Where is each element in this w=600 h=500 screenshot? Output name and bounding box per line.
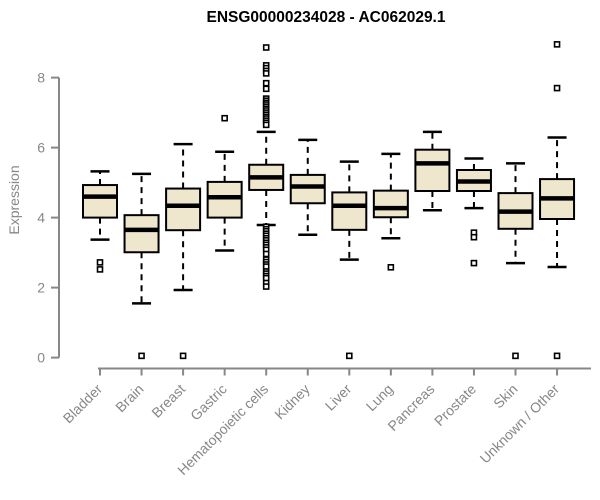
x-tick-label: Breast [148, 381, 188, 421]
outlier-point [179, 352, 187, 360]
y-tick-label: 0 [37, 350, 45, 366]
outlier-point [470, 233, 478, 241]
outlier-point [262, 44, 270, 51]
outlier-point [262, 70, 270, 77]
outlier-point [262, 121, 270, 129]
outlier-point [138, 352, 145, 360]
box-group [82, 170, 118, 273]
box-group [206, 114, 243, 252]
chart-title: ENSG00000234028 - AC062029.1 [207, 9, 446, 26]
outlier-point [470, 259, 478, 267]
outlier-point [553, 41, 561, 48]
outlier-point [96, 259, 104, 266]
outlier-point [262, 79, 270, 87]
outlier-point [553, 84, 561, 92]
box-group [372, 152, 409, 271]
iqr-box [372, 189, 409, 219]
box-group [455, 157, 492, 267]
box-group [539, 41, 576, 360]
iqr-box [206, 180, 243, 219]
outlier-point [512, 352, 519, 360]
outlier-point [262, 85, 270, 93]
x-tick-label: Unknown / Other [477, 381, 563, 467]
x-tick-label: Bladder [60, 381, 106, 427]
y-tick-label: 4 [37, 210, 45, 226]
iqr-box [414, 148, 451, 192]
x-tick-label: Lung [363, 381, 396, 414]
outlier-point [96, 266, 104, 273]
box-group [289, 138, 326, 236]
box-group [248, 44, 285, 290]
y-axis-title: Expression [6, 165, 22, 234]
iqr-box [165, 187, 202, 232]
x-tick-label: Kidney [271, 381, 313, 423]
y-tick-label: 8 [37, 70, 45, 86]
outlier-point [553, 352, 561, 360]
iqr-box [289, 173, 326, 205]
outlier-point [345, 352, 353, 360]
box-group [331, 160, 368, 360]
iqr-box [331, 191, 368, 231]
box-group [497, 162, 534, 360]
x-tick-label: Prostate [431, 381, 479, 429]
outlier-point [221, 114, 228, 122]
box-group [414, 130, 451, 212]
y-tick-label: 2 [37, 280, 45, 296]
x-tick-label: Brain [112, 381, 146, 415]
box-group [123, 172, 160, 360]
x-tick-label: Liver [322, 381, 355, 414]
box-group [165, 142, 202, 360]
y-tick-label: 6 [37, 140, 45, 156]
outlier-point [387, 263, 395, 271]
outlier-point [262, 250, 270, 258]
outlier-point [262, 283, 270, 290]
iqr-box [82, 184, 118, 219]
iqr-box [123, 214, 160, 254]
x-tick-label: Skin [490, 381, 521, 412]
